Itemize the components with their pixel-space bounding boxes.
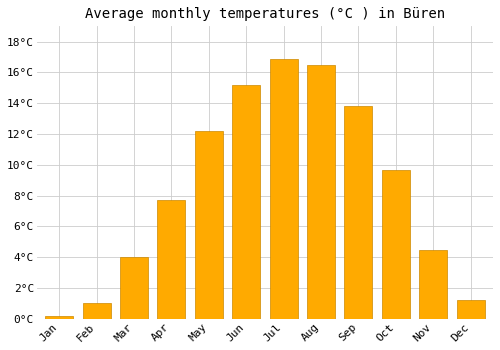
Bar	[45, 316, 73, 319]
Bar	[195, 131, 223, 319]
Bar	[270, 58, 297, 319]
Bar	[82, 303, 110, 319]
Title: Average monthly temperatures (°C ) in Büren: Average monthly temperatures (°C ) in Bü…	[85, 7, 445, 21]
Bar	[456, 300, 484, 319]
Bar	[419, 250, 447, 319]
Bar	[158, 200, 186, 319]
Bar	[307, 65, 335, 319]
Bar	[344, 106, 372, 319]
Bar	[232, 85, 260, 319]
Bar	[120, 257, 148, 319]
Bar	[382, 169, 410, 319]
